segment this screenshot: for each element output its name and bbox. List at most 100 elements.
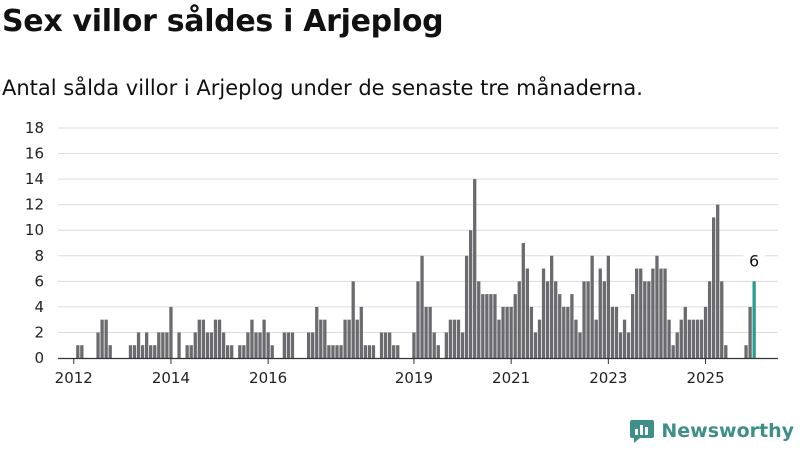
bar xyxy=(452,319,457,358)
bar xyxy=(489,294,493,358)
bar xyxy=(343,319,347,358)
y-tick-label: 12 xyxy=(25,196,44,214)
bar xyxy=(254,332,258,358)
bar xyxy=(347,319,351,358)
y-tick-label: 2 xyxy=(34,323,44,341)
bar xyxy=(104,319,108,358)
chart-subtitle: Antal sålda villor i Arjeplog under de s… xyxy=(2,76,643,100)
bar xyxy=(469,230,473,358)
chart-title: Sex villor såldes i Arjeplog xyxy=(2,4,444,39)
bar xyxy=(675,332,679,358)
bar xyxy=(533,332,538,358)
bar xyxy=(315,306,319,358)
bar xyxy=(286,332,291,358)
bar xyxy=(149,345,153,358)
bar xyxy=(238,345,242,358)
bar-chart: 0 2 4 6 8 10 12 14 16 18 2012 2014 2016 2019 2021 2023 2… xyxy=(25,119,778,387)
bar xyxy=(165,332,169,358)
bar xyxy=(307,332,311,358)
bar xyxy=(477,281,481,358)
bar xyxy=(420,255,424,358)
bar xyxy=(412,332,416,358)
bar xyxy=(396,345,400,358)
bar xyxy=(246,332,250,358)
bar xyxy=(392,345,396,358)
y-tick-label: 6 xyxy=(34,272,44,290)
newsworthy-logo: Newsworthy xyxy=(629,418,794,444)
bar xyxy=(282,332,286,358)
bar xyxy=(355,319,359,358)
bar xyxy=(473,179,477,358)
bar xyxy=(339,345,343,358)
bar xyxy=(230,345,234,358)
y-tick-label: 0 xyxy=(34,349,44,367)
bar xyxy=(383,332,388,358)
bar xyxy=(505,306,509,358)
bar xyxy=(221,332,226,358)
bar xyxy=(716,204,720,358)
bar xyxy=(667,319,671,358)
bar xyxy=(363,345,367,358)
bar xyxy=(436,345,440,358)
bar xyxy=(359,306,363,358)
bar xyxy=(622,319,627,358)
bar xyxy=(323,319,327,358)
bar xyxy=(108,345,112,358)
y-tick-label: 4 xyxy=(34,298,44,316)
bar xyxy=(157,332,161,358)
bar xyxy=(497,319,501,358)
bar xyxy=(432,332,436,358)
bar xyxy=(521,243,525,358)
bar xyxy=(562,306,566,358)
bar xyxy=(545,281,550,358)
y-tick-label: 10 xyxy=(25,221,44,239)
bar xyxy=(712,217,716,358)
bar xyxy=(226,345,230,358)
bar xyxy=(655,255,659,358)
bar xyxy=(416,281,420,358)
bar xyxy=(635,268,639,358)
bar xyxy=(201,319,205,358)
bar xyxy=(602,281,606,358)
data-label-latest: 6 xyxy=(749,251,759,270)
bar xyxy=(140,345,145,358)
bar xyxy=(643,281,647,358)
bar xyxy=(460,332,465,358)
bar xyxy=(319,319,323,358)
bar xyxy=(517,281,521,358)
bar xyxy=(379,332,384,358)
bar xyxy=(481,294,485,358)
bar xyxy=(570,294,574,358)
bar xyxy=(209,332,214,358)
bar xyxy=(388,332,392,358)
bar xyxy=(266,332,270,358)
bar xyxy=(707,281,712,358)
bar xyxy=(132,345,137,358)
bar xyxy=(448,319,453,358)
bar xyxy=(290,332,295,358)
newsworthy-logo-text: Newsworthy xyxy=(661,420,794,442)
bar xyxy=(659,268,663,358)
bar xyxy=(424,306,428,358)
bar xyxy=(185,345,189,358)
bar xyxy=(594,319,598,358)
bar xyxy=(169,306,173,358)
bar xyxy=(193,332,197,358)
bar xyxy=(679,319,683,358)
bar xyxy=(683,306,687,358)
bar xyxy=(509,306,513,358)
bars xyxy=(76,179,756,358)
bar xyxy=(687,319,691,358)
bar xyxy=(205,332,210,358)
bar xyxy=(331,345,335,358)
bar xyxy=(327,345,331,358)
x-tick-label: 2021 xyxy=(492,369,530,387)
bar xyxy=(541,268,546,358)
bar xyxy=(720,281,724,358)
bar xyxy=(695,319,700,358)
bar xyxy=(136,332,141,358)
bar xyxy=(610,306,615,358)
bar xyxy=(566,306,570,358)
bar xyxy=(529,306,534,358)
x-tick-label: 2025 xyxy=(686,369,724,387)
